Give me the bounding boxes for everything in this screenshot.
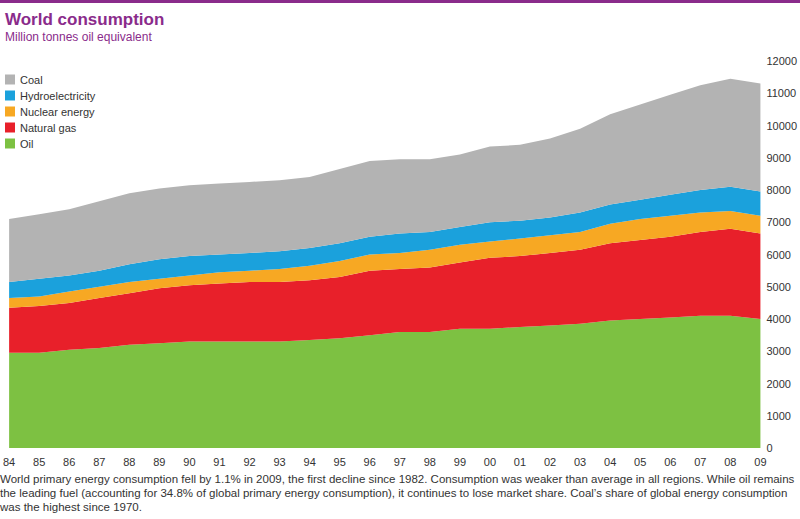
- svg-text:91: 91: [213, 456, 225, 468]
- svg-text:85: 85: [33, 456, 45, 468]
- html-text:World primary energy consumpti: World primary energy consumption fell by…: [0, 473, 795, 513]
- svg-text:Oil: Oil: [20, 138, 33, 150]
- svg-text:6000: 6000: [766, 249, 790, 261]
- svg-text:00: 00: [484, 456, 496, 468]
- svg-text:0: 0: [766, 442, 772, 454]
- svg-text:Hydroelectricity: Hydroelectricity: [20, 90, 96, 102]
- svg-text:9000: 9000: [766, 152, 790, 164]
- svg-text:3000: 3000: [766, 345, 790, 357]
- svg-text:97: 97: [394, 456, 406, 468]
- svg-text:84: 84: [3, 456, 15, 468]
- svg-text:99: 99: [454, 456, 466, 468]
- svg-text:98: 98: [424, 456, 436, 468]
- svg-text:Million tonnes oil equivalent: Million tonnes oil equivalent: [5, 30, 152, 44]
- svg-text:09: 09: [754, 456, 766, 468]
- svg-text:93: 93: [273, 456, 285, 468]
- svg-text:87: 87: [93, 456, 105, 468]
- svg-text:8000: 8000: [766, 184, 790, 196]
- svg-text:12000: 12000: [766, 55, 797, 67]
- svg-text:10000: 10000: [766, 120, 797, 132]
- svg-text:2000: 2000: [766, 378, 790, 390]
- svg-text:Coal: Coal: [20, 74, 43, 86]
- svg-text:94: 94: [304, 456, 316, 468]
- svg-text:08: 08: [724, 456, 736, 468]
- svg-text:92: 92: [243, 456, 255, 468]
- svg-text:11000: 11000: [766, 87, 796, 99]
- svg-text:5000: 5000: [766, 281, 790, 293]
- svg-text:Nuclear energy: Nuclear energy: [20, 106, 95, 118]
- svg-text:06: 06: [664, 456, 676, 468]
- svg-text:07: 07: [694, 456, 706, 468]
- svg-text:World consumption: World consumption: [5, 10, 164, 29]
- svg-text:4000: 4000: [766, 313, 790, 325]
- svg-text:96: 96: [364, 456, 376, 468]
- svg-text:04: 04: [604, 456, 616, 468]
- svg-text:01: 01: [514, 456, 526, 468]
- svg-text:95: 95: [334, 456, 346, 468]
- svg-text:7000: 7000: [766, 216, 790, 228]
- svg-text:90: 90: [183, 456, 195, 468]
- svg-text:88: 88: [123, 456, 135, 468]
- svg-text:03: 03: [574, 456, 586, 468]
- svg-text:1000: 1000: [766, 410, 790, 422]
- svg-text:02: 02: [544, 456, 556, 468]
- svg-text:89: 89: [153, 456, 165, 468]
- svg-text:05: 05: [634, 456, 646, 468]
- svg-text:86: 86: [63, 456, 75, 468]
- svg-text:Natural gas: Natural gas: [20, 122, 77, 134]
